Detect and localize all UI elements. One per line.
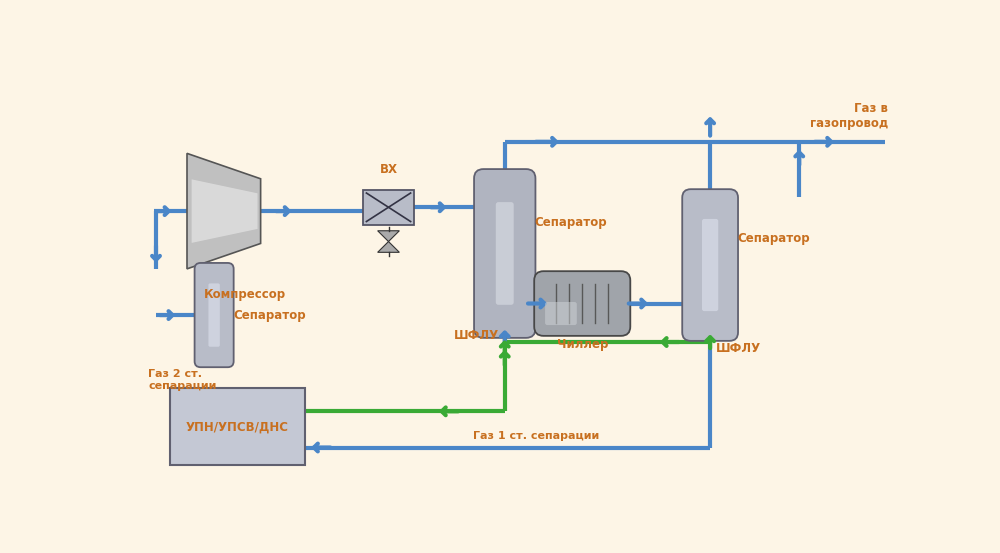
Text: Чиллер: Чиллер xyxy=(557,338,608,351)
Text: ШФЛУ: ШФЛУ xyxy=(716,342,761,356)
FancyBboxPatch shape xyxy=(496,202,514,305)
Text: Сепаратор: Сепаратор xyxy=(234,309,306,322)
Text: ШФЛУ: ШФЛУ xyxy=(453,328,499,342)
Polygon shape xyxy=(378,231,399,242)
Text: УПН/УПСВ/ДНС: УПН/УПСВ/ДНС xyxy=(186,420,289,433)
FancyBboxPatch shape xyxy=(363,190,414,225)
FancyBboxPatch shape xyxy=(170,388,305,465)
Text: Газ в
газопровод: Газ в газопровод xyxy=(810,102,888,131)
Text: Сепаратор: Сепаратор xyxy=(534,216,607,229)
FancyBboxPatch shape xyxy=(474,169,535,338)
Text: Сепаратор: Сепаратор xyxy=(737,232,810,244)
Text: Газ 2 ст.
сепарации: Газ 2 ст. сепарации xyxy=(148,369,217,390)
FancyBboxPatch shape xyxy=(208,284,220,347)
Text: Газ 1 ст. сепарации: Газ 1 ст. сепарации xyxy=(473,431,599,441)
Text: ВХ: ВХ xyxy=(380,164,398,176)
FancyBboxPatch shape xyxy=(195,263,234,367)
FancyBboxPatch shape xyxy=(545,302,577,325)
FancyBboxPatch shape xyxy=(534,271,630,336)
Text: Компрессор: Компрессор xyxy=(204,288,286,301)
Polygon shape xyxy=(192,179,258,243)
Polygon shape xyxy=(187,153,261,269)
Polygon shape xyxy=(378,242,399,252)
FancyBboxPatch shape xyxy=(682,189,738,341)
FancyBboxPatch shape xyxy=(702,219,718,311)
